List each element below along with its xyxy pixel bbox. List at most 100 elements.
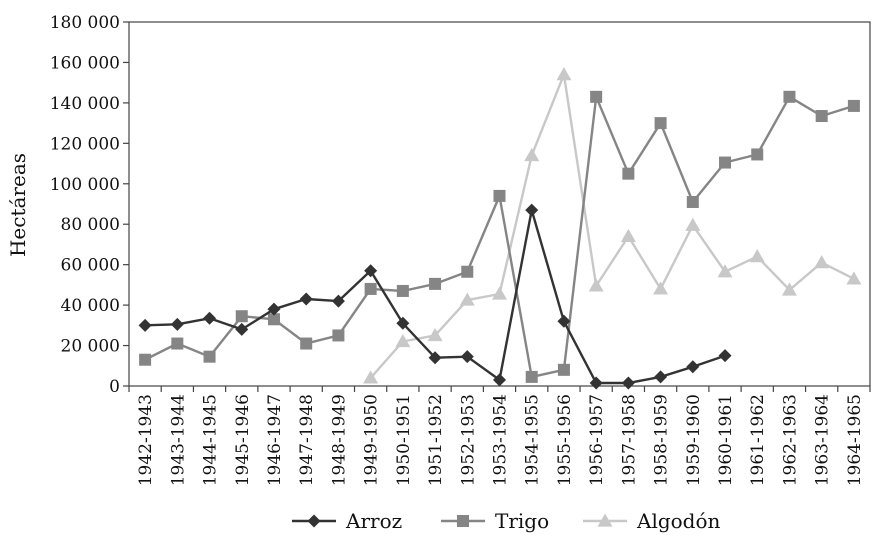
- x-tick-label: 1949-1950: [362, 394, 382, 486]
- legend-label: Arroz: [345, 509, 402, 533]
- data-point: [235, 322, 249, 336]
- y-tick-label: 140 000: [50, 94, 120, 114]
- data-point: [299, 292, 313, 306]
- data-point: [203, 350, 216, 363]
- x-tick-label: 1956-1957: [587, 394, 607, 486]
- data-point: [588, 278, 604, 292]
- data-point: [717, 264, 733, 278]
- data-point: [654, 117, 667, 130]
- data-point: [395, 334, 411, 348]
- y-tick-label: 40 000: [61, 296, 120, 316]
- data-point: [525, 370, 538, 383]
- data-point: [267, 313, 280, 326]
- data-point: [557, 363, 570, 376]
- legend-marker: [457, 515, 469, 527]
- data-point: [363, 370, 379, 384]
- data-point: [203, 311, 217, 325]
- data-point: [428, 351, 442, 365]
- legend-label: Algodón: [636, 509, 721, 533]
- data-point: [396, 284, 409, 297]
- data-point: [459, 292, 475, 306]
- x-tick-label: 1947-1948: [297, 394, 317, 486]
- data-point: [138, 318, 152, 332]
- data-point: [427, 327, 443, 342]
- y-tick-label: 20 000: [61, 337, 120, 357]
- x-tick-label: 1962-1963: [780, 394, 800, 486]
- legend: Arroz Trigo Algodón: [292, 509, 721, 533]
- x-tick-label: 1959-1960: [684, 394, 704, 486]
- data-point: [622, 167, 635, 180]
- y-tick-label: 0: [109, 377, 120, 397]
- x-tick-label: 1954-1955: [523, 394, 543, 486]
- data-point: [719, 156, 732, 169]
- series-layer: [138, 67, 862, 390]
- x-tick-label: 1957-1958: [619, 394, 639, 486]
- axes: [123, 21, 871, 392]
- x-tick-label: 1944-1945: [201, 394, 221, 486]
- y-tick-label: 100 000: [50, 175, 120, 195]
- data-point: [460, 350, 474, 364]
- y-axis-title: Hectáreas: [6, 153, 30, 257]
- data-point: [364, 282, 377, 295]
- data-point: [139, 353, 152, 366]
- data-point: [589, 376, 603, 390]
- data-point: [524, 147, 540, 162]
- data-point: [364, 264, 378, 278]
- x-tick-label: 1946-1947: [265, 394, 285, 486]
- data-point: [685, 217, 701, 231]
- x-tick-label: 1948-1949: [329, 394, 349, 486]
- x-tick-label: 1960-1961: [716, 394, 736, 486]
- y-tick-label: 180 000: [50, 13, 120, 33]
- data-point: [781, 282, 797, 296]
- x-tick-label: 1952-1953: [458, 394, 478, 486]
- data-point: [396, 316, 410, 330]
- data-point: [556, 67, 572, 81]
- data-point: [751, 148, 764, 161]
- data-point: [749, 249, 765, 263]
- data-point: [847, 99, 860, 112]
- x-tick-labels: 1942-1943 1943-1944 1944-1945 1945-1946 1946…: [136, 394, 865, 486]
- x-tick-label: 1950-1951: [394, 394, 414, 486]
- legend-label: Trigo: [495, 509, 549, 533]
- x-tick-label: 1943-1944: [168, 394, 188, 486]
- data-point: [300, 337, 313, 350]
- series-arroz: [138, 203, 732, 390]
- x-tick-label: 1951-1952: [426, 394, 446, 486]
- series-line: [144, 95, 855, 379]
- data-point: [557, 314, 571, 328]
- data-point: [815, 110, 828, 123]
- data-point: [846, 271, 862, 285]
- data-point: [429, 277, 442, 290]
- y-tick-label: 160 000: [50, 53, 120, 73]
- legend-marker: [307, 514, 321, 528]
- data-point: [783, 90, 796, 103]
- x-tick-label: 1958-1959: [652, 394, 672, 486]
- data-point: [331, 294, 345, 308]
- data-point: [686, 360, 700, 374]
- data-point: [493, 373, 506, 387]
- x-tick-label: 1942-1943: [136, 394, 156, 486]
- x-tick-label: 1945-1946: [233, 394, 253, 486]
- legend-marker: [597, 513, 613, 527]
- data-point: [590, 90, 603, 103]
- data-point: [461, 265, 474, 278]
- data-point: [621, 376, 635, 390]
- y-tick-labels: 0 20 000 40 000 60 000 80 000 100 000 120 000 1…: [50, 13, 120, 397]
- x-tick-label: 1964-1965: [845, 394, 865, 486]
- series-line: [369, 73, 855, 379]
- data-point: [171, 337, 184, 350]
- x-tick-label: 1953-1954: [491, 394, 511, 486]
- y-tick-label: 80 000: [61, 215, 120, 235]
- y-tick-label: 120 000: [50, 134, 120, 154]
- x-tick-label: 1961-1962: [748, 394, 768, 486]
- data-point: [525, 203, 539, 217]
- data-point: [492, 286, 507, 300]
- series-trigo: [139, 90, 860, 383]
- data-point: [686, 195, 699, 208]
- data-point: [653, 281, 669, 295]
- data-point: [170, 317, 184, 331]
- data-point: [654, 370, 668, 384]
- x-tick-label: 1955-1956: [555, 394, 575, 486]
- x-tick-label: 1963-1964: [813, 394, 833, 486]
